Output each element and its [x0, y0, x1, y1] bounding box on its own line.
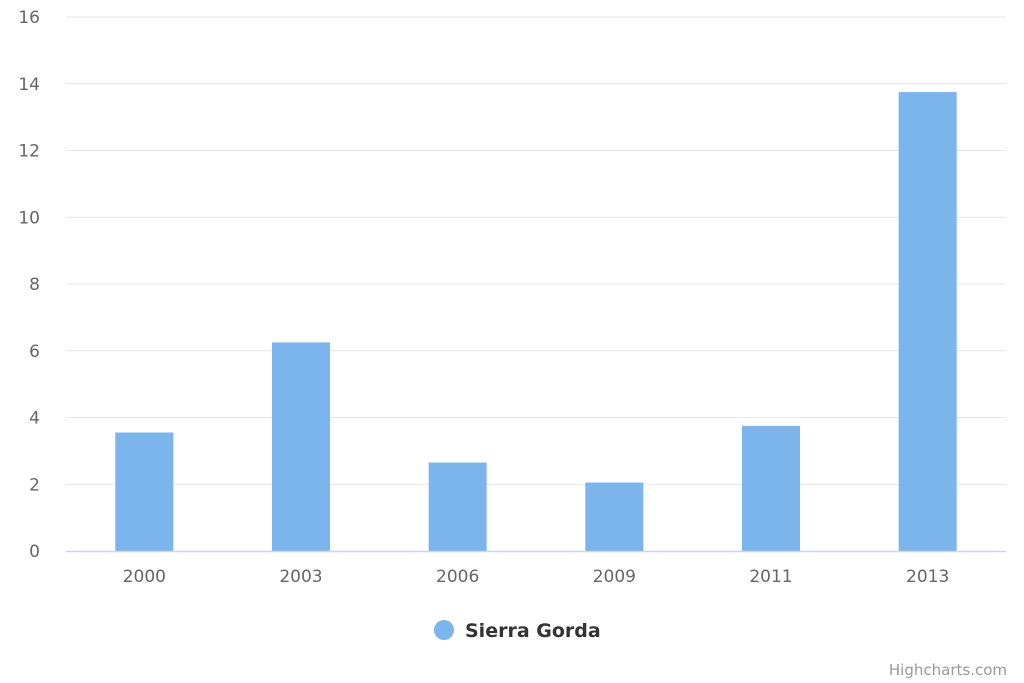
legend[interactable]: Sierra Gorda [434, 620, 601, 642]
legend-label-sierra-gorda[interactable]: Sierra Gorda [465, 620, 601, 642]
y-tick-label: 2 [29, 475, 40, 495]
x-tick-label: 2009 [593, 567, 636, 587]
bar-2009[interactable] [585, 482, 644, 551]
credits-link[interactable]: Highcharts.com [889, 661, 1007, 679]
x-tick-label: 2006 [436, 567, 479, 587]
x-tick-label: 2003 [279, 567, 322, 587]
bar-2013[interactable] [898, 92, 957, 551]
x-tick-label: 2011 [749, 567, 792, 587]
gridlines [66, 16, 1006, 485]
y-tick-label: 0 [29, 542, 40, 562]
y-tick-label: 6 [29, 342, 40, 362]
y-axis-ticks: 0 2 4 6 8 10 12 14 16 [18, 8, 40, 562]
x-tick-label: 2000 [123, 567, 166, 587]
y-tick-label: 10 [18, 208, 40, 228]
bar-2011[interactable] [742, 425, 800, 551]
x-tick-label: 2013 [906, 567, 949, 587]
legend-symbol[interactable] [434, 620, 454, 640]
y-tick-label: 8 [29, 275, 40, 295]
bars [115, 92, 957, 551]
y-tick-label: 16 [18, 8, 40, 28]
bar-2003[interactable] [272, 342, 330, 551]
y-tick-label: 12 [18, 142, 40, 162]
bar-2000[interactable] [115, 432, 174, 551]
y-tick-label: 4 [29, 409, 40, 429]
bar-2006[interactable] [428, 462, 487, 551]
y-tick-label: 14 [18, 75, 40, 95]
x-axis-ticks: 2000 2003 2006 2009 2011 2013 [123, 567, 950, 587]
